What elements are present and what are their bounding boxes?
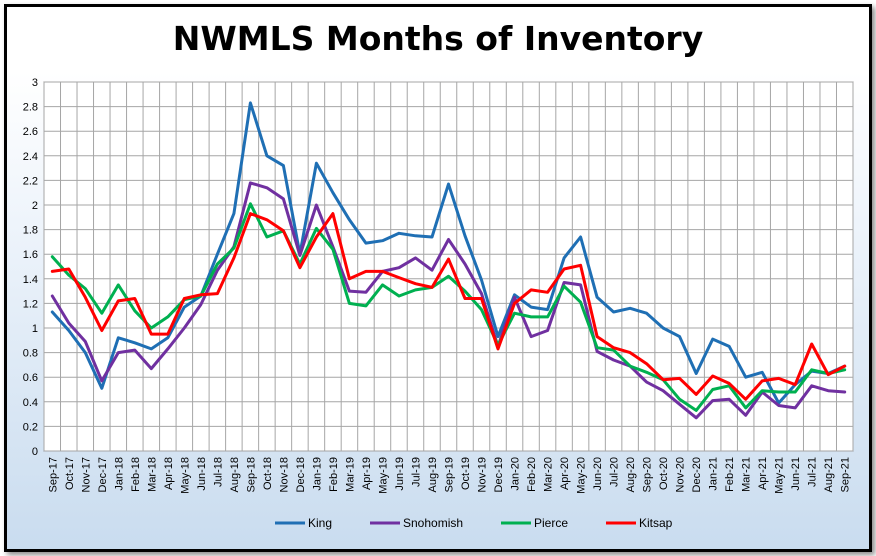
x-tick-label: Dec-17	[97, 457, 109, 492]
series-line-king	[50, 101, 847, 405]
x-tick-label: Sep-18	[245, 457, 257, 492]
x-tick-label: Apr-19	[361, 457, 373, 490]
x-tick-label: Jun-21	[790, 457, 802, 491]
x-tick-label: Oct-19	[460, 457, 472, 490]
x-tick-label: Feb-18	[130, 457, 142, 492]
y-tick-label: 2.8	[23, 102, 38, 114]
legend-label: King	[308, 516, 332, 530]
line-chart: 0 0.2 0.4 0.6 0.8 1 1.2 1.4 1.6 1.8 2 2.2 2.4 2.6 2.8 3…	[23, 77, 854, 530]
y-tick-label: 0	[32, 446, 38, 458]
y-tick-label: 1.8	[23, 225, 38, 237]
y-tick-label: 1.2	[23, 298, 38, 310]
legend-item-kitsap: Kitsap	[606, 516, 673, 530]
legend-item-pierce: Pierce	[501, 516, 568, 530]
x-tick-label: Sep-17	[47, 457, 59, 492]
x-tick-label: Sep-20	[642, 457, 654, 492]
chart-frame: NWMLS Months of Inventory 0 0.2 0.4 0.6 0.8 1…	[4, 4, 872, 552]
x-tick-label: Jul-20	[609, 457, 621, 487]
y-tick-label: 2.6	[23, 126, 38, 138]
y-tick-label: 0.6	[23, 372, 38, 384]
legend: King Snohomish Pierce Kitsap	[275, 516, 673, 530]
x-tick-label: Jun-18	[196, 457, 208, 491]
x-tick-label: Apr-20	[559, 457, 571, 490]
y-tick-label: 0.4	[23, 397, 38, 409]
y-tick-label: 2.2	[23, 175, 38, 187]
legend-item-king: King	[275, 516, 332, 530]
x-tick-label: Nov-19	[477, 457, 489, 492]
x-tick-label: Feb-21	[724, 457, 736, 492]
x-tick-label: Oct-18	[262, 457, 274, 490]
x-tick-label: Mar-18	[146, 457, 158, 492]
x-tick-label: Jul-18	[212, 457, 224, 487]
legend-label: Snohomish	[403, 516, 463, 530]
y-tick-label: 0.8	[23, 348, 38, 360]
y-tick-label: 1.4	[23, 274, 38, 286]
x-tick-label: May-19	[377, 457, 389, 494]
x-tick-label: Nov-18	[278, 457, 290, 492]
x-tick-label: Jun-20	[592, 457, 604, 491]
x-tick-label: Jun-19	[394, 457, 406, 491]
x-tick-label: Aug-20	[625, 457, 637, 492]
y-tick-label: 1	[32, 323, 38, 335]
x-tick-label: Apr-18	[163, 457, 175, 490]
x-tick-label: Dec-20	[691, 457, 703, 492]
legend-label: Kitsap	[639, 516, 673, 530]
y-tick-label: 2.4	[23, 151, 38, 163]
series-lines	[50, 101, 847, 420]
x-tick-label: May-20	[576, 457, 588, 494]
series-line-kitsap	[50, 212, 847, 401]
x-axis-ticks: Sep-17 Oct-17 Nov-17 Dec-17 Jan-18 Feb-18 Mar-…	[47, 457, 851, 494]
x-tick-label: Dec-19	[493, 457, 505, 492]
x-tick-label: Aug-18	[229, 457, 241, 492]
gridlines	[43, 81, 854, 452]
x-tick-label: Feb-20	[526, 457, 538, 492]
x-tick-label: Jan-18	[113, 457, 125, 491]
x-tick-label: Sep-19	[444, 457, 456, 492]
x-tick-label: Mar-21	[741, 457, 753, 492]
x-tick-label: Aug-19	[427, 457, 439, 492]
x-tick-label: Jan-19	[311, 457, 323, 491]
x-tick-label: Sep-21	[840, 457, 852, 492]
x-tick-label: Jul-19	[410, 457, 422, 487]
x-tick-label: Mar-20	[543, 457, 555, 492]
x-tick-label: Dec-18	[295, 457, 307, 492]
x-tick-label: Nov-17	[80, 457, 92, 492]
y-tick-label: 0.2	[23, 421, 38, 433]
x-tick-label: Nov-20	[675, 457, 687, 492]
chart-title: NWMLS Months of Inventory	[172, 19, 704, 58]
x-tick-label: Jan-20	[510, 457, 522, 491]
x-tick-label: Feb-19	[328, 457, 340, 492]
legend-item-snohomish: Snohomish	[370, 516, 463, 530]
x-tick-label: Mar-19	[344, 457, 356, 492]
y-tick-label: 1.6	[23, 249, 38, 261]
x-tick-label: Apr-21	[757, 457, 769, 490]
x-tick-label: May-21	[774, 457, 786, 494]
y-axis-ticks: 0 0.2 0.4 0.6 0.8 1 1.2 1.4 1.6 1.8 2 2.2 2.4 2.6 2.8 3	[23, 77, 38, 458]
series-line-snohomish	[50, 181, 847, 420]
legend-label: Pierce	[534, 516, 568, 530]
x-tick-label: Jan-21	[708, 457, 720, 491]
y-tick-label: 3	[32, 77, 38, 89]
x-tick-label: Aug-21	[823, 457, 835, 492]
x-tick-label: Jul-21	[807, 457, 819, 487]
x-tick-label: Oct-17	[64, 457, 76, 490]
y-tick-label: 2	[32, 200, 38, 212]
plot-area	[43, 81, 854, 452]
x-tick-label: May-18	[179, 457, 191, 494]
x-tick-label: Oct-20	[658, 457, 670, 490]
